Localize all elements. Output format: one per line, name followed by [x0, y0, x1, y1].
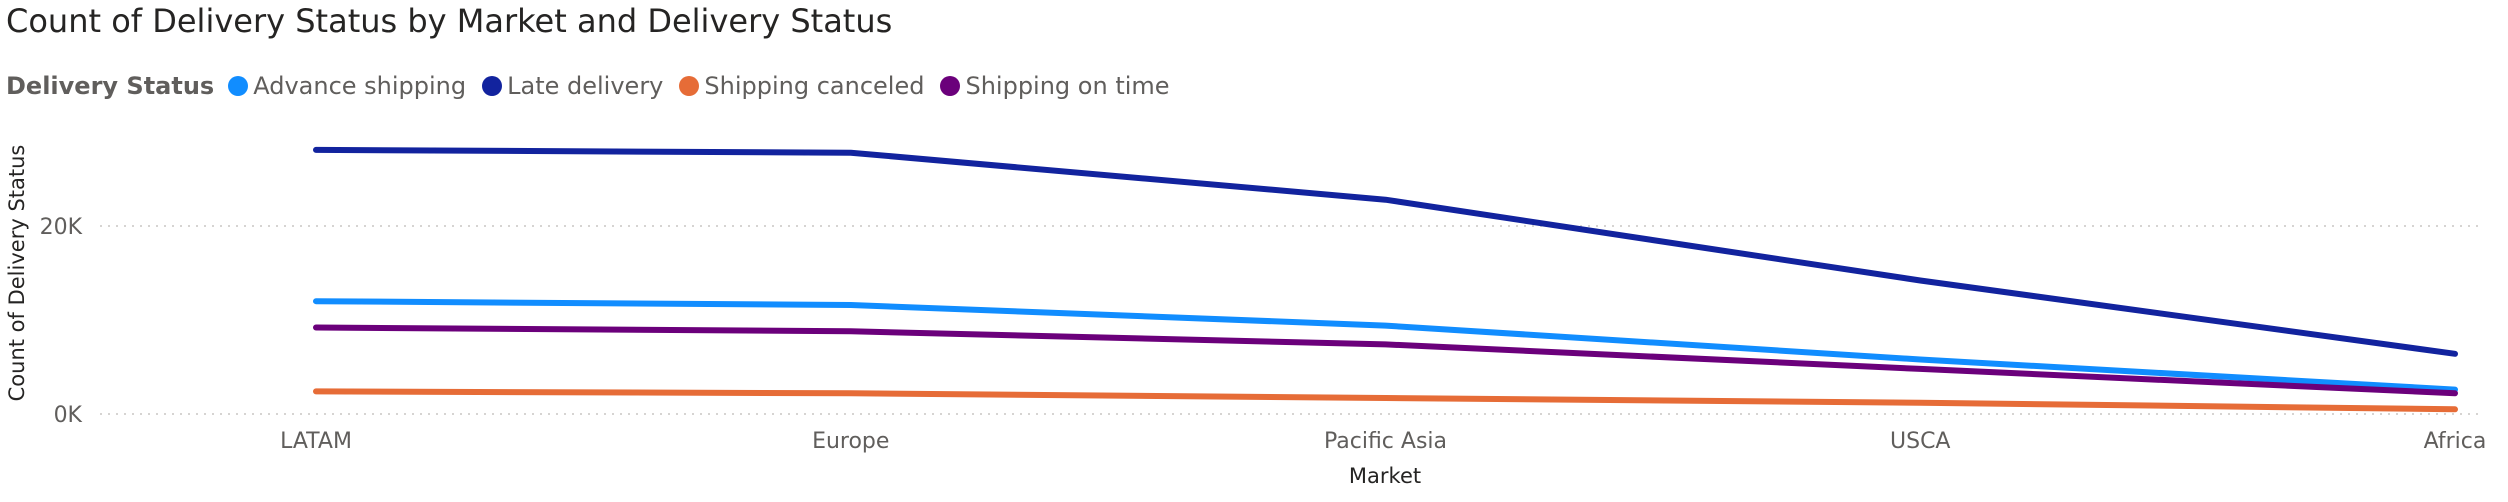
legend-item-shipping-canceled[interactable]: Shipping canceled: [679, 72, 924, 100]
x-tick-label-africa: Africa: [2424, 429, 2487, 454]
y-tick-label-0k: 0K: [54, 403, 83, 428]
legend-item-shipping-on-time[interactable]: Shipping on time: [940, 72, 1170, 100]
legend-label-advance-shipping: Advance shipping: [253, 72, 467, 100]
series-line-late-delivery[interactable]: [313, 146, 2458, 357]
chart-title: Count of Delivery Status by Market and D…: [6, 2, 893, 40]
series-lines: [313, 146, 2458, 413]
y-axis-title: Count of Delivery Status: [5, 145, 29, 402]
legend-title: Delivery Status: [6, 72, 215, 100]
legend-marker-advance-shipping: [228, 76, 249, 96]
legend-marker-shipping-on-time: [940, 76, 961, 96]
legend: Delivery Status Advance shipping Late de…: [6, 68, 1186, 104]
legend-marker-shipping-canceled: [679, 76, 700, 96]
series-line-shipping-on-time[interactable]: [313, 324, 2458, 397]
y-axis-ticks: 0K 20K: [40, 215, 83, 428]
legend-label-shipping-on-time: Shipping on time: [965, 72, 1170, 100]
x-tick-label-latam: LATAM: [280, 429, 352, 454]
legend-item-advance-shipping[interactable]: Advance shipping: [228, 72, 466, 100]
series-line-shipping-canceled[interactable]: [313, 388, 2458, 413]
x-tick-label-usca: USCA: [1890, 429, 1950, 454]
x-tick-label-pacific-asia: Pacific Asia: [1324, 429, 1447, 454]
legend-label-shipping-canceled: Shipping canceled: [704, 72, 925, 100]
y-tick-label-20k: 20K: [40, 215, 83, 240]
legend-marker-late-delivery: [482, 76, 503, 96]
series-line-advance-shipping[interactable]: [313, 298, 2458, 393]
x-axis-ticks: LATAM Europe Pacific Asia USCA Africa: [280, 429, 2486, 454]
legend-label-late-delivery: Late delivery: [507, 72, 664, 100]
legend-item-late-delivery[interactable]: Late delivery: [482, 72, 663, 100]
x-axis-title: Market: [1349, 464, 1421, 488]
x-tick-label-europe: Europe: [812, 429, 889, 454]
